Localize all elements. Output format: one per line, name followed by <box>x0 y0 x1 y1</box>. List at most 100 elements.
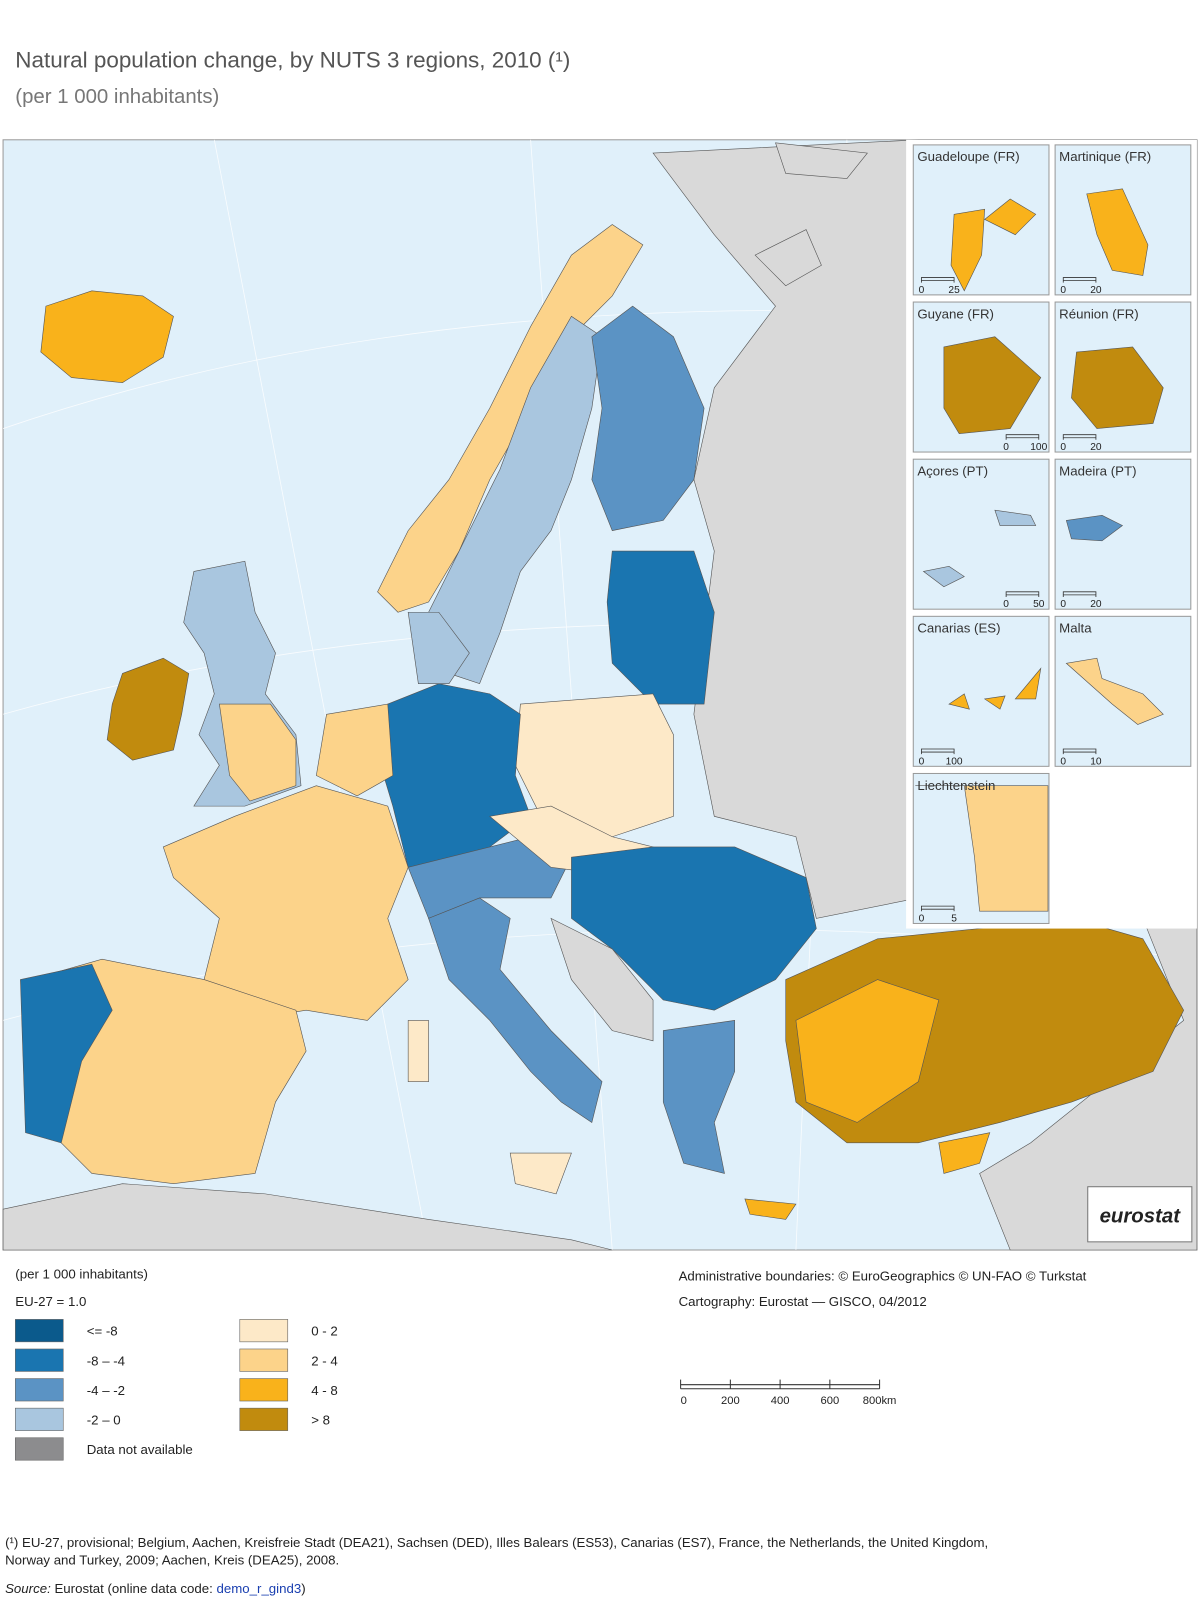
italian-islands <box>407 1020 572 1195</box>
africa <box>2 1183 613 1251</box>
inset-label: Liechtenstein <box>917 778 995 793</box>
inset-scale-label: 0 <box>1060 442 1066 453</box>
inset-scale-bar <box>1005 434 1040 440</box>
legend-label: Data not available <box>87 1442 193 1457</box>
inset-scale-bar <box>1062 748 1097 755</box>
source: Source: Eurostat (online data code: demo… <box>5 1581 306 1596</box>
source-code[interactable]: demo_r_gind3 <box>217 1581 302 1596</box>
inset-scale-label: 0 <box>919 285 925 296</box>
sweden <box>428 315 603 685</box>
denmark <box>407 611 470 684</box>
crete <box>744 1198 797 1220</box>
inset-label: Madeira (PT) <box>1059 464 1136 479</box>
legend-label: <= -8 <box>87 1324 118 1339</box>
inset-land <box>1086 188 1149 276</box>
inset-scale-bar <box>1062 591 1097 597</box>
title: Natural population change, by NUTS 3 reg… <box>15 47 570 72</box>
inset-scale-bar <box>1062 277 1097 283</box>
finland <box>591 305 705 531</box>
inset-frame <box>912 458 1050 610</box>
legend-label: 2 - 4 <box>311 1353 338 1368</box>
inset-scale-bar <box>921 905 955 912</box>
inset-scale-label: 25 <box>948 285 960 296</box>
source-close: ) <box>301 1581 305 1596</box>
footnote: (¹) EU-27, provisional; Belgium, Aachen,… <box>5 1535 988 1550</box>
hungary-romania-bulgaria <box>571 846 817 1011</box>
inset-label: Réunion (FR) <box>1059 306 1139 321</box>
arctic-islands <box>754 142 868 287</box>
inset-scale-label: 100 <box>1030 442 1047 453</box>
inset-scale-label: 0 <box>1003 442 1009 453</box>
scale-bar: 0 200 400 600 800km <box>680 1379 897 1407</box>
source-label: Source: <box>5 1581 51 1596</box>
inset-label: Guadeloupe (FR) <box>917 149 1019 164</box>
credit: Administrative boundaries: © EuroGeograp… <box>679 1269 1087 1284</box>
inset-scale-label: 10 <box>1090 756 1102 767</box>
footnote: Norway and Turkey, 2009; Aachen, Kreis (… <box>5 1552 339 1567</box>
ireland <box>106 657 190 761</box>
portugal <box>20 963 113 1144</box>
legend-swatch <box>239 1378 289 1402</box>
greece <box>662 1020 735 1174</box>
inset-scale-label: 0 <box>919 756 925 767</box>
inset-scale-label: 0 <box>1003 599 1009 610</box>
legend: <= -8 -8 – -4 -4 – -2 -2 – 0 Data not availa… <box>14 1319 338 1461</box>
poland <box>514 693 674 838</box>
inset-scale-label: 0 <box>1060 285 1066 296</box>
inset-scale-label: 100 <box>946 756 963 767</box>
italy <box>428 897 603 1123</box>
scale-label: 600 <box>820 1395 839 1407</box>
credit: Cartography: Eurostat — GISCO, 04/2012 <box>679 1294 927 1309</box>
scale-label: 0 <box>681 1395 687 1407</box>
legend-swatch <box>14 1437 64 1461</box>
legend-label: -4 – -2 <box>87 1383 125 1398</box>
legend-label: -2 – 0 <box>87 1412 121 1427</box>
legend-swatch <box>14 1407 64 1431</box>
benelux <box>315 703 394 797</box>
inset-land <box>948 667 1042 710</box>
inset-scale-bar <box>1005 591 1040 597</box>
inset-scale-label: 20 <box>1090 285 1102 296</box>
inset-land <box>915 785 1049 912</box>
france <box>162 785 409 1021</box>
iceland <box>40 290 174 383</box>
inset-scale-bar <box>921 277 955 283</box>
inset-scale-label: 0 <box>1060 599 1066 610</box>
source-text: Eurostat (online data code: <box>54 1581 212 1596</box>
scale-label: 800km <box>863 1395 897 1407</box>
inset-scale-label: 5 <box>951 913 957 924</box>
inset-scale-bar <box>921 748 955 755</box>
inset-label: Guyane (FR) <box>917 306 994 321</box>
scale-label: 200 <box>721 1395 740 1407</box>
legend-label: -8 – -4 <box>87 1353 125 1368</box>
insets: Guadeloupe (FR) 0 25 Martinique (FR) 0 20 Guya… <box>912 144 1192 924</box>
legend-swatch <box>14 1348 64 1372</box>
legend-swatch <box>14 1378 64 1402</box>
legend-label: 4 - 8 <box>311 1383 338 1398</box>
western-turkey <box>795 979 940 1123</box>
inset-scale-label: 20 <box>1090 599 1102 610</box>
legend-swatch <box>14 1319 64 1343</box>
legend-title: (per 1 000 inhabitants) <box>15 1267 148 1282</box>
inset-label: Canarias (ES) <box>917 621 1000 636</box>
inset-land <box>1071 346 1164 429</box>
inset-scale-bar <box>1062 434 1097 440</box>
inset-label: Martinique (FR) <box>1059 149 1151 164</box>
inset-land <box>950 198 1037 292</box>
inset-scale-label: 20 <box>1090 442 1102 453</box>
legend-note: EU-27 = 1.0 <box>15 1294 86 1309</box>
inset-label: Açores (PT) <box>917 464 988 479</box>
logo-box <box>1087 1186 1193 1243</box>
legend-label: 0 - 2 <box>311 1324 338 1339</box>
inset-label: Malta <box>1059 621 1092 636</box>
inset-land <box>1065 657 1164 725</box>
inset-scale-label: 0 <box>919 913 925 924</box>
inset-land <box>922 509 1037 588</box>
scale-label: 400 <box>771 1395 790 1407</box>
england <box>219 703 297 802</box>
legend-swatch <box>239 1407 289 1431</box>
cyprus <box>938 1132 991 1174</box>
inset-scale-label: 50 <box>1033 599 1045 610</box>
